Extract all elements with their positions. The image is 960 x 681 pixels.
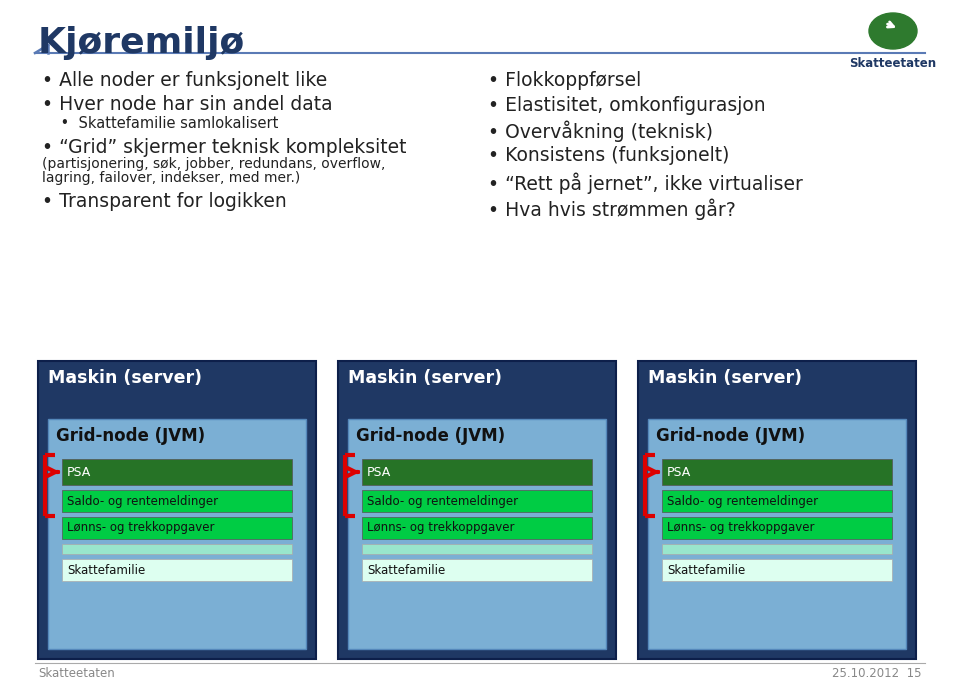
Text: Maskin (server): Maskin (server) <box>648 369 802 387</box>
FancyBboxPatch shape <box>662 490 892 512</box>
Text: • Elastisitet, omkonfigurasjon: • Elastisitet, omkonfigurasjon <box>488 96 766 115</box>
Text: Skatteetaten: Skatteetaten <box>850 57 937 70</box>
FancyBboxPatch shape <box>338 361 616 659</box>
Text: • Hva hvis strømmen går?: • Hva hvis strømmen går? <box>488 198 735 219</box>
FancyBboxPatch shape <box>662 517 892 539</box>
FancyBboxPatch shape <box>48 419 306 649</box>
Text: • “Grid” skjermer teknisk kompleksitet: • “Grid” skjermer teknisk kompleksitet <box>42 138 406 157</box>
FancyBboxPatch shape <box>362 517 592 539</box>
Text: Maskin (server): Maskin (server) <box>48 369 202 387</box>
FancyBboxPatch shape <box>362 490 592 512</box>
Text: Kjøremiljø: Kjøremiljø <box>38 26 245 60</box>
FancyBboxPatch shape <box>38 361 316 659</box>
Text: lagring, failover, indekser, med mer.): lagring, failover, indekser, med mer.) <box>42 171 300 185</box>
FancyBboxPatch shape <box>62 459 292 485</box>
Text: Saldo- og rentemeldinger: Saldo- og rentemeldinger <box>67 494 218 507</box>
Text: Skattefamilie: Skattefamilie <box>667 563 745 577</box>
Text: Skattefamilie: Skattefamilie <box>67 563 145 577</box>
Text: •  Skattefamilie samlokalisert: • Skattefamilie samlokalisert <box>42 116 278 131</box>
Text: Lønns- og trekkoppgaver: Lønns- og trekkoppgaver <box>367 522 515 535</box>
FancyBboxPatch shape <box>648 419 906 649</box>
FancyBboxPatch shape <box>638 361 916 659</box>
Text: PSA: PSA <box>367 466 392 479</box>
Text: • Overvåkning (teknisk): • Overvåkning (teknisk) <box>488 121 713 142</box>
FancyBboxPatch shape <box>62 517 292 539</box>
Text: PSA: PSA <box>67 466 91 479</box>
Text: Lønns- og trekkoppgaver: Lønns- og trekkoppgaver <box>67 522 214 535</box>
FancyBboxPatch shape <box>62 490 292 512</box>
Text: Grid-node (JVM): Grid-node (JVM) <box>356 427 505 445</box>
Text: (partisjonering, søk, jobber, redundans, overflow,: (partisjonering, søk, jobber, redundans,… <box>42 157 385 171</box>
Text: Grid-node (JVM): Grid-node (JVM) <box>56 427 205 445</box>
FancyBboxPatch shape <box>362 559 592 581</box>
Text: 25.10.2012  15: 25.10.2012 15 <box>832 667 922 680</box>
Text: Saldo- og rentemeldinger: Saldo- og rentemeldinger <box>667 494 818 507</box>
Text: Saldo- og rentemeldinger: Saldo- og rentemeldinger <box>367 494 518 507</box>
Text: Lønns- og trekkoppgaver: Lønns- og trekkoppgaver <box>667 522 814 535</box>
Ellipse shape <box>869 13 917 49</box>
FancyBboxPatch shape <box>62 559 292 581</box>
Text: • “Rett på jernet”, ikke virtualiser: • “Rett på jernet”, ikke virtualiser <box>488 173 803 195</box>
Text: • Alle noder er funksjonelt like: • Alle noder er funksjonelt like <box>42 71 327 90</box>
Text: • Konsistens (funksjonelt): • Konsistens (funksjonelt) <box>488 146 730 165</box>
FancyBboxPatch shape <box>662 544 892 554</box>
FancyBboxPatch shape <box>362 544 592 554</box>
Text: Maskin (server): Maskin (server) <box>348 369 502 387</box>
Text: Skattefamilie: Skattefamilie <box>367 563 445 577</box>
Text: • Hver node har sin andel data: • Hver node har sin andel data <box>42 95 332 114</box>
FancyBboxPatch shape <box>62 544 292 554</box>
Text: • Flokkoppførsel: • Flokkoppførsel <box>488 71 641 90</box>
FancyBboxPatch shape <box>662 559 892 581</box>
FancyBboxPatch shape <box>348 419 606 649</box>
FancyBboxPatch shape <box>662 459 892 485</box>
Text: • Transparent for logikken: • Transparent for logikken <box>42 192 287 211</box>
Text: Grid-node (JVM): Grid-node (JVM) <box>656 427 805 445</box>
Text: Skatteetaten: Skatteetaten <box>38 667 115 680</box>
Text: PSA: PSA <box>667 466 691 479</box>
FancyBboxPatch shape <box>362 459 592 485</box>
